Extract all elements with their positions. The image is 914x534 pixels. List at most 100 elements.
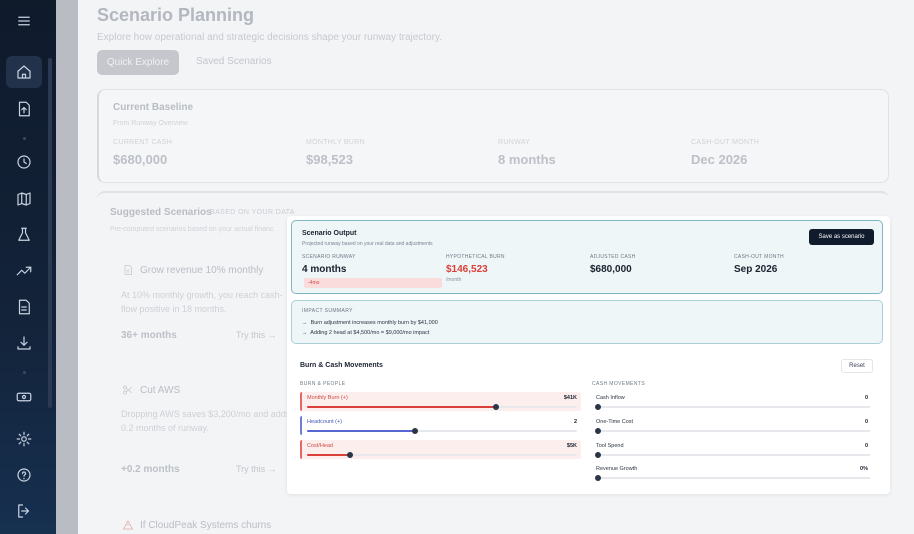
slider-handle[interactable] [595,452,601,458]
save-scenario-button[interactable]: Save as scenario [809,229,874,245]
slider-track[interactable] [307,404,577,410]
impact-line: → Burn adjustment increases monthly burn… [302,320,438,326]
settings-icon[interactable] [14,429,34,449]
cost-per-head-slider[interactable]: Cost/Head $5K [300,440,581,459]
download-icon[interactable] [14,333,34,353]
stat-label: HYPOTHETICAL BURN [446,254,505,260]
stat-label: CURRENT CASH [113,139,173,146]
stat-label: SCENARIO RUNWAY [302,254,356,260]
slider-handle[interactable] [412,428,418,434]
try-this-link[interactable]: Try this → [236,464,277,474]
help-icon[interactable] [14,465,34,485]
cash-inflow-slider[interactable]: Cash Inflow 0 [592,392,872,411]
scenario-card-title[interactable]: If CloudPeak Systems churns [122,519,271,531]
slider-handle[interactable] [595,404,601,410]
suggested-badge: BASED ON YOUR DATA [210,209,295,216]
stat-value: $146,523 [446,264,488,275]
slider-handle[interactable] [595,428,601,434]
upload-icon[interactable] [14,99,34,119]
home-icon[interactable] [14,62,34,82]
sidebar-separator-dot [23,371,26,374]
slider-label: Monthly Burn (+) [307,395,348,401]
scenario-card-metric: 36+ months [121,330,177,341]
menu-icon[interactable] [14,11,34,31]
clock-icon[interactable] [14,152,34,172]
trend-icon[interactable] [14,261,34,281]
slider-fill [307,406,496,408]
slider-value: $41K [563,395,577,401]
one-time-cost-slider[interactable]: One-Time Cost 0 [592,416,872,435]
cash-icon[interactable] [14,387,34,407]
slider-track[interactable] [307,452,577,458]
stat-label: ADJUSTED CASH [590,254,636,260]
logout-icon[interactable] [14,501,34,521]
flask-icon[interactable] [14,225,34,245]
revenue-growth-slider[interactable]: Revenue Growth 0% [592,463,872,482]
tab-quick-explore[interactable]: Quick Explore [97,50,179,75]
slider-value: 0 [864,395,868,401]
scenario-card-title[interactable]: Grow revenue 10% monthly [122,264,263,276]
slider-track[interactable] [307,428,577,434]
tab-saved-scenarios[interactable]: Saved Scenarios [196,56,272,67]
slider-label: Headcount (+) [307,419,343,425]
stat-label: CASH-OUT MONTH [691,139,760,146]
cash-out-month-stat: CASH-OUT MONTH Sep 2026 [734,254,784,275]
stat-value: $98,523 [306,152,353,167]
stat-label: RUNWAY [498,139,531,146]
impact-line-text: Adding 2 head at $4,500/mo = $9,000/mo i… [310,330,430,336]
scenario-card-metric: +0.2 months [121,464,180,475]
slider-track[interactable] [595,452,870,458]
slider-value: 0% [860,466,868,472]
map-icon[interactable] [14,189,34,209]
slider-value: 2 [573,419,577,425]
headcount-slider[interactable]: Headcount (+) 2 [300,416,581,435]
page-title: Scenario Planning [97,5,255,25]
slider-track[interactable] [595,404,870,410]
suggested-title: Suggested Scenarios [110,207,212,218]
output-title: Scenario Output [302,230,357,237]
tool-spend-slider[interactable]: Tool Spend 0 [592,440,872,459]
try-this-link[interactable]: Try this → [236,330,277,340]
slider-track[interactable] [595,428,870,434]
stat-value: Dec 2026 [691,152,748,167]
sidebar [0,0,56,534]
scenario-card-title[interactable]: Cut AWS [122,384,180,396]
impact-title: IMPACT SUMMARY [302,308,353,314]
stat-value: Sep 2026 [734,264,778,275]
slider-handle[interactable] [595,475,601,481]
document-icon[interactable] [14,297,34,317]
scenario-runway-stat: SCENARIO RUNWAY 4 months [302,254,356,275]
sidebar-gutter [56,0,78,534]
scenario-card-title-text: Grow revenue 10% monthly [140,264,264,276]
stat-unit: /month [446,277,462,283]
monthly-burn-slider[interactable]: Monthly Burn (+) $41K [300,392,581,411]
slider-label: One-Time Cost [596,419,634,425]
burn-group-label: BURN & PEOPLE [300,381,346,387]
scenario-output-card: Scenario Output Projected runway based o… [291,220,883,294]
slider-value: 0 [864,443,868,449]
slider-fill [307,454,351,456]
slider-value: $5K [566,443,577,449]
slider-handle[interactable] [493,404,499,410]
slider-handle[interactable] [347,452,354,458]
document-icon [124,265,132,275]
reset-button[interactable]: Reset [841,359,873,373]
suggested-scenarios-section [97,191,889,534]
impact-line: → Adding 2 head at $4,500/mo = $9,000/mo… [302,330,430,336]
scenario-card-description: At 10% monthly growth, you reach cash-fl… [121,290,283,314]
scenario-card-description: Dropping AWS saves $3,200/mo and adds 0.… [121,409,291,433]
page-subtitle: Explore how operational and strategic de… [97,32,442,43]
sidebar-active-highlight [6,56,42,88]
output-subtitle: Projected runway based on your real data… [302,241,433,247]
scenario-card-title-text: Cut AWS [140,384,181,396]
baseline-subtitle: From Runway Overview [113,120,188,127]
current-baseline-card: Current Baseline From Runway Overview CU… [97,89,889,183]
slider-track[interactable] [595,475,870,481]
baseline-stat: MONTHLY BURN $98,523 [306,139,365,167]
slider-label: Cost/Head [307,443,333,449]
sidebar-scrollbar[interactable] [48,58,52,408]
slider-fill [307,430,415,432]
impact-summary-card: IMPACT SUMMARY → Burn adjustment increas… [291,300,883,344]
baseline-title: Current Baseline [113,102,194,113]
scenario-card-title-text: If CloudPeak Systems churns [140,519,272,531]
